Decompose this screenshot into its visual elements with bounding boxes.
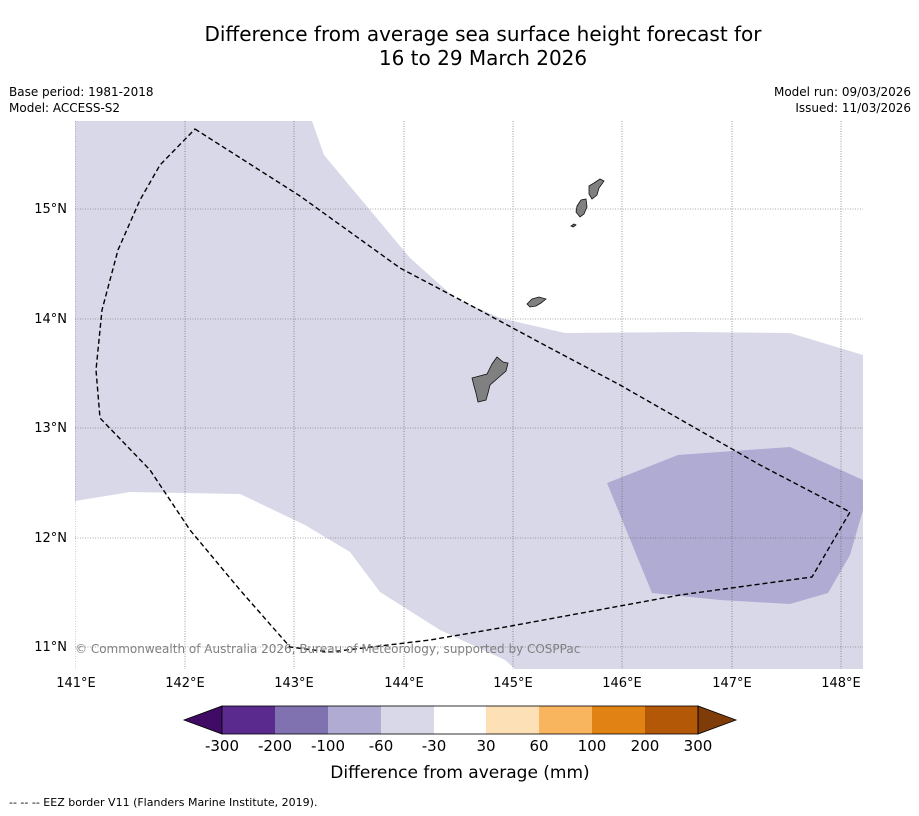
lat-label: 12°N bbox=[34, 531, 67, 546]
colorbar-tick: -300 bbox=[205, 737, 239, 755]
colorbar-cell bbox=[328, 706, 381, 734]
colorbar-cell bbox=[592, 706, 645, 734]
meta-right: Model run: 09/03/2026 Issued: 11/03/2026 bbox=[774, 84, 911, 116]
lat-label: 13°N bbox=[34, 421, 67, 436]
lon-label: 145°E bbox=[493, 676, 533, 691]
islands bbox=[471, 178, 605, 403]
map-area: © Commonwealth of Australia 2026, Bureau… bbox=[75, 121, 863, 669]
colorbar-cell bbox=[645, 706, 698, 734]
island-saipan bbox=[588, 178, 605, 200]
model-name: Model: ACCESS-S2 bbox=[9, 101, 121, 115]
colorbar-extend-min bbox=[182, 705, 223, 735]
eez-border bbox=[95, 128, 851, 653]
island-tinian bbox=[575, 198, 588, 218]
model-run: Model run: 09/03/2026 bbox=[773, 85, 911, 99]
colorbar-cell bbox=[275, 706, 328, 734]
map-title: Difference from average sea surface heig… bbox=[0, 22, 919, 70]
lon-label: 142°E bbox=[165, 676, 205, 691]
lon-label: 143°E bbox=[274, 676, 314, 691]
colorbar-tick: -60 bbox=[369, 737, 394, 755]
colorbar-tick: 200 bbox=[631, 737, 660, 755]
title-line-1: Difference from average sea surface heig… bbox=[204, 22, 762, 46]
colorbar: -300 -200 -100 -60 -30 30 60 100 200 300… bbox=[182, 705, 738, 783]
lon-label: 148°E bbox=[821, 676, 861, 691]
colorbar-outline bbox=[221, 705, 699, 735]
base-period: Base period: 1981-2018 bbox=[9, 85, 154, 99]
colorbar-tick: 300 bbox=[684, 737, 713, 755]
lon-label: 147°E bbox=[712, 676, 752, 691]
lon-label: 146°E bbox=[602, 676, 642, 691]
colorbar-cell bbox=[381, 706, 434, 734]
colorbar-cell bbox=[486, 706, 539, 734]
lat-label: 15°N bbox=[34, 202, 67, 217]
lon-labels: 141°E 142°E 143°E 144°E 145°E 146°E 147°… bbox=[56, 676, 861, 691]
island-guam bbox=[471, 356, 509, 403]
lat-label: 11°N bbox=[34, 640, 67, 655]
colorbar-tick: 100 bbox=[578, 737, 607, 755]
lat-label: 14°N bbox=[34, 312, 67, 327]
anomaly-band-minus100-minus60 bbox=[607, 447, 863, 604]
colorbar-tick: -200 bbox=[258, 737, 292, 755]
colorbar-label: Difference from average (mm) bbox=[330, 763, 589, 783]
issued-date: Issued: 11/03/2026 bbox=[795, 101, 911, 115]
colorbar-tick: -100 bbox=[311, 737, 345, 755]
title-line-2: 16 to 29 March 2026 bbox=[378, 46, 588, 70]
colorbar-cell bbox=[434, 706, 486, 734]
eez-legend: -- -- -- EEZ border V11 (Flanders Marine… bbox=[9, 796, 318, 809]
lat-labels: 15°N 14°N 13°N 12°N 11°N bbox=[34, 202, 67, 655]
meta-left: Base period: 1981-2018 Model: ACCESS-S2 bbox=[9, 84, 154, 116]
colorbar-tick: 60 bbox=[529, 737, 548, 755]
copyright-text: © Commonwealth of Australia 2026, Bureau… bbox=[75, 642, 580, 656]
colorbar-cell bbox=[222, 706, 275, 734]
lon-label: 144°E bbox=[384, 676, 424, 691]
colorbar-tick: 30 bbox=[476, 737, 495, 755]
island-rota bbox=[526, 296, 547, 308]
colorbar-tick: -30 bbox=[422, 737, 447, 755]
colorbar-extend-max bbox=[697, 705, 738, 735]
lon-label: 141°E bbox=[56, 676, 96, 691]
colorbar-cell bbox=[539, 706, 592, 734]
island-aguijan bbox=[570, 223, 577, 228]
